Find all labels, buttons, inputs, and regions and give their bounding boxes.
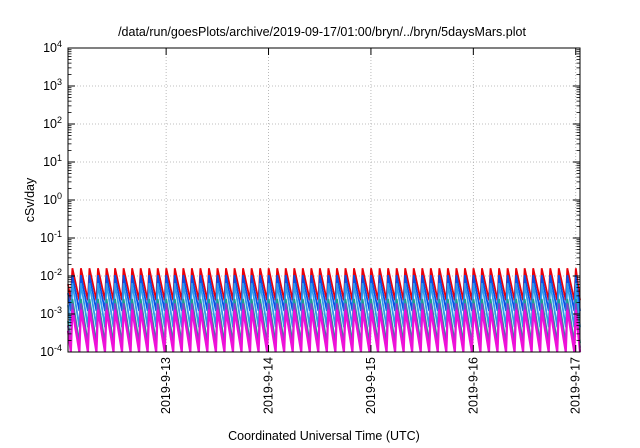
y-tick-label: 10-1 xyxy=(40,229,62,245)
series-group xyxy=(66,268,582,353)
y-tick-label: 101 xyxy=(43,153,62,169)
x-tick-label: 2019-9-15 xyxy=(364,357,378,414)
y-tick-label: 10-4 xyxy=(40,343,62,359)
y-axis-label: cSv/day xyxy=(23,177,37,222)
series-line-1 xyxy=(67,268,581,301)
series-line-3 xyxy=(67,282,581,328)
y-tick-label: 10-2 xyxy=(40,267,62,283)
y-tick-label: 104 xyxy=(43,39,62,55)
x-tick-label: 2019-9-16 xyxy=(466,357,480,414)
y-tick-label: 103 xyxy=(43,77,62,93)
x-axis-label: Coordinated Universal Time (UTC) xyxy=(228,429,420,443)
series-line-6 xyxy=(66,309,582,353)
x-tick-label: 2019-9-13 xyxy=(159,357,173,414)
x-tick-label: 2019-9-17 xyxy=(569,357,583,414)
grid xyxy=(68,48,580,352)
chart-title: /data/run/goesPlots/archive/2019-09-17/0… xyxy=(118,25,526,39)
series-line-2 xyxy=(67,275,581,312)
y-tick-label: 102 xyxy=(43,115,62,131)
y-axis-ticks: 10-4 10-3 10-2 10-1 100 101 102 103 104 xyxy=(40,39,580,359)
y-tick-label: 100 xyxy=(43,191,62,207)
x-tick-label: 2019-9-14 xyxy=(262,357,276,414)
y-tick-label: 10-3 xyxy=(40,305,62,321)
x-axis-ticks: 2019-9-13 2019-9-14 2019-9-15 2019-9-16 2019… xyxy=(159,48,583,414)
